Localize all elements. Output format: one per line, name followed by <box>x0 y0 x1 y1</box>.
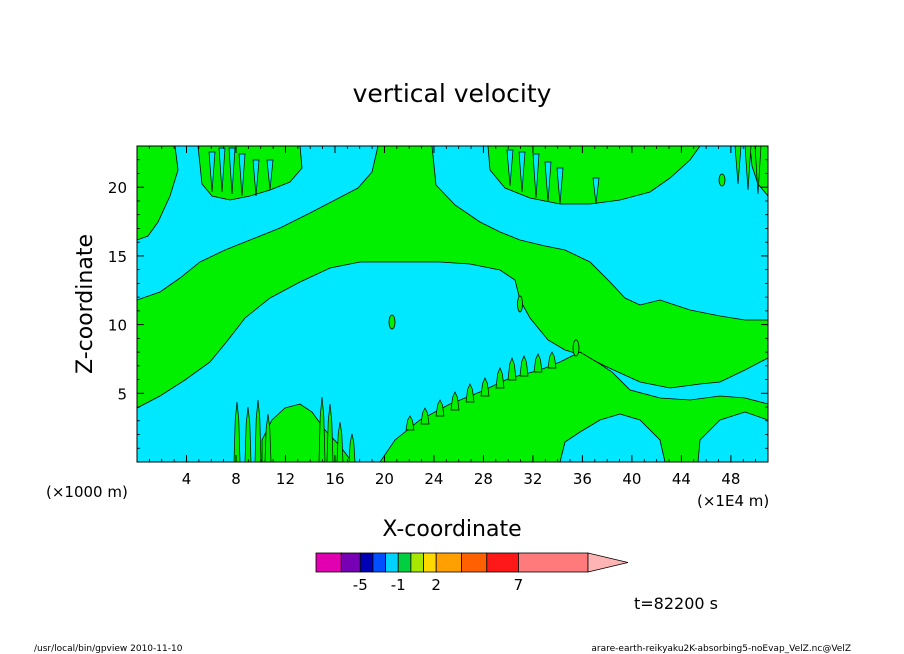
x-tick-label: 32 <box>523 470 542 488</box>
x-tick-label: 20 <box>375 470 394 488</box>
colorbar-swatch <box>486 552 519 573</box>
contour-spike <box>254 399 262 462</box>
contour-spike <box>244 406 252 462</box>
contour-spike <box>547 351 557 369</box>
x-axis: 4 8 12 16 20 24 28 32 36 40 44 48 <box>148 146 757 488</box>
colorbar-swatch <box>372 552 386 573</box>
colorbar-label: -5 <box>353 576 368 594</box>
contour-spike <box>218 147 226 193</box>
contour-spike <box>326 403 334 462</box>
chart-title: vertical velocity <box>353 79 552 108</box>
x-tick-label: 24 <box>424 470 443 488</box>
y-tick-label: 5 <box>117 385 127 403</box>
contour-spike <box>744 146 752 191</box>
x-units-label: (×1E4 m) <box>697 492 769 510</box>
colorbar-swatch <box>423 552 437 573</box>
contour-region-top-right <box>487 146 701 205</box>
contour-spike <box>518 151 526 193</box>
contour-island <box>388 314 396 330</box>
plot-frame <box>136 145 769 463</box>
contour-spike <box>405 415 415 431</box>
x-tick-label: 4 <box>182 470 192 488</box>
contour-spike <box>506 149 514 187</box>
y-tick-label: 10 <box>108 317 127 335</box>
colorbar-label: 7 <box>514 576 524 594</box>
x-tick-label: 8 <box>231 470 241 488</box>
contour-spike <box>465 383 475 403</box>
contour-spike <box>507 356 517 381</box>
contour-island <box>718 173 726 187</box>
contour-region-top-left <box>137 146 179 241</box>
contour-spike <box>233 401 241 462</box>
contour-spike <box>336 421 344 462</box>
colorbar: -5 -1 2 7 <box>315 552 629 594</box>
contour-spike <box>480 377 490 397</box>
footer-path-date: /usr/local/bin/gpview 2010-11-10 <box>34 644 183 654</box>
colorbar-arrow <box>587 552 629 573</box>
contour-spike <box>533 353 543 373</box>
contour-spike <box>420 407 430 425</box>
contour-spike <box>435 399 445 417</box>
contour-spike <box>519 355 529 377</box>
colorbar-swatch <box>315 552 342 573</box>
contour-spike <box>532 153 540 199</box>
contour-spike <box>348 433 356 462</box>
contour-spike <box>450 391 460 411</box>
colorbar-swatch <box>385 552 399 573</box>
contour-spike <box>252 159 260 197</box>
contour-region-arch <box>137 146 768 409</box>
y-axis: 5 10 15 20 <box>108 159 768 449</box>
x-tick-label: 28 <box>474 470 493 488</box>
contour-spikes <box>208 146 762 462</box>
contour-island <box>572 339 580 357</box>
x-tick-label: 40 <box>622 470 641 488</box>
contour-spike <box>208 151 216 193</box>
contour-spike <box>238 153 246 197</box>
contour-spike <box>228 147 236 195</box>
contour-spike <box>266 159 274 191</box>
y-tick-label: 20 <box>108 179 127 197</box>
contour-spike <box>754 146 762 195</box>
contour-spike <box>544 161 552 203</box>
x-tick-label: 48 <box>721 470 740 488</box>
x-tick-label: 36 <box>573 470 592 488</box>
plot-area <box>136 145 769 463</box>
y-tick-label: 15 <box>108 248 127 266</box>
contour-spike <box>734 146 742 185</box>
colorbar-swatch <box>435 552 462 573</box>
colorbar-swatch <box>397 552 412 573</box>
x-axis-title: X-coordinate <box>382 517 521 542</box>
colorbar-label: 2 <box>431 576 441 594</box>
colorbar-swatch <box>461 552 488 573</box>
contour-fills <box>137 146 768 462</box>
colorbar-swatch <box>410 552 424 573</box>
x-tick-label: 44 <box>672 470 691 488</box>
contour-spike <box>556 167 564 205</box>
contour-spike <box>318 396 326 462</box>
footer-file-variable: arare-earth-reikyaku2K-absorbing5-noEvap… <box>591 644 851 654</box>
contour-spike <box>264 413 272 462</box>
x-tick-label: 16 <box>325 470 344 488</box>
x-tick-label: 12 <box>276 470 295 488</box>
time-label: t=82200 s <box>634 594 718 613</box>
y-units-label: (×1000 m) <box>46 483 128 501</box>
colorbar-swatch <box>518 552 589 573</box>
colorbar-label: -1 <box>391 576 406 594</box>
contour-island <box>517 295 523 313</box>
y-axis-title: Z-coordinate <box>73 234 98 374</box>
colorbar-swatch <box>340 552 361 573</box>
colorbar-swatch <box>359 552 374 573</box>
contour-spike <box>495 367 505 389</box>
contour-spike <box>592 177 600 205</box>
